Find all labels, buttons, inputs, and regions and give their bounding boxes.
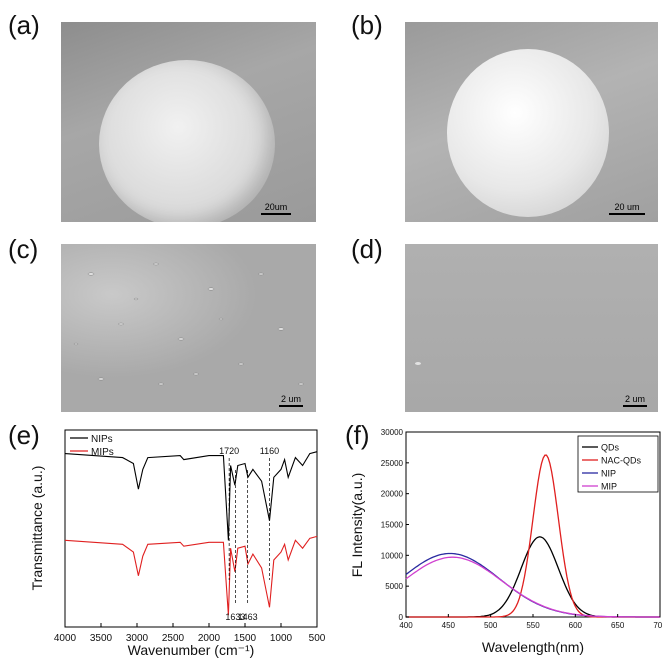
series-line-mips	[64, 535, 318, 616]
annotation-label-1463: 1463	[238, 612, 258, 622]
x-tick-label: 1500	[234, 633, 257, 644]
scale-bar-b: 20 um	[609, 202, 645, 215]
x-tick-label: 3000	[126, 633, 149, 644]
chart-e-legend: NIPs MIPs	[70, 434, 114, 458]
legend-label-nac-qds: NAC-QDs	[601, 456, 641, 466]
panel-label-e: (e)	[8, 420, 40, 450]
y-tick-label: 30000	[381, 428, 404, 437]
y-tick-label: 5000	[385, 582, 403, 591]
x-tick-label: 400	[399, 621, 413, 630]
legend-box	[577, 435, 659, 493]
scale-bar-a: 20um	[261, 202, 291, 215]
x-tick-label: 650	[611, 621, 625, 630]
panel-label-b: (b)	[351, 10, 383, 40]
x-tick-label: 600	[569, 621, 583, 630]
legend-label-nip: NIP	[601, 469, 616, 479]
legend-label-nips: NIPs	[91, 434, 113, 445]
chart-f-legend: QDs NAC-QDs NIP MIP	[577, 435, 659, 493]
x-tick-label: 1000	[270, 633, 293, 644]
scale-bar-d: 2 um	[623, 394, 647, 407]
y-tick-label: 15000	[381, 521, 404, 530]
series-line-qds	[406, 536, 660, 618]
x-tick-label: 2500	[162, 633, 185, 644]
x-tick-label: 2000	[198, 633, 221, 644]
chart-e-ylabel: Transmittance (a.u.)	[29, 466, 45, 591]
y-tick-label: 10000	[381, 551, 404, 560]
legend-label-mip: MIP	[601, 482, 617, 492]
x-tick-label: 500	[484, 621, 498, 630]
panel-label-f: (f)	[345, 420, 370, 450]
legend-label-mips: MIPs	[91, 447, 114, 458]
chart-f-xlabel: Wavelength(nm)	[482, 639, 584, 655]
chart-e-frame	[64, 429, 318, 628]
x-tick-label: 450	[442, 621, 456, 630]
annotation-label-1160: 1160	[260, 446, 279, 456]
y-tick-label: 20000	[381, 490, 404, 499]
scale-bar-c: 2 um	[279, 394, 303, 407]
series-line-mip	[405, 556, 660, 618]
panel-label-a: (a)	[8, 10, 40, 40]
x-tick-label: 4000	[54, 633, 77, 644]
surface-particle	[415, 362, 421, 365]
x-tick-label: 3500	[90, 633, 113, 644]
y-tick-label: 25000	[381, 459, 404, 468]
annotation-label-1720: 1720	[219, 446, 239, 456]
legend-label-qds: QDs	[601, 443, 620, 453]
sem-image-c: 2 um	[61, 244, 316, 412]
x-tick-label: 500	[309, 633, 326, 644]
chart-f-ylabel: FL Intensity(a.u.)	[349, 473, 365, 578]
microsphere-rough	[99, 60, 275, 222]
y-tick-label: 0	[399, 613, 404, 622]
panel-label-d: (d)	[351, 234, 383, 264]
annotation-label-1633: 1633	[225, 612, 245, 622]
sem-image-a: 20um	[61, 22, 316, 222]
x-tick-label: 550	[526, 621, 540, 630]
panel-label-c: (c)	[8, 234, 39, 264]
fluorescence-chart: 400 450 500 550 600 650 700 0 5000 10000 15000 2000…	[349, 428, 662, 655]
x-tick-label: 700	[653, 621, 662, 630]
sem-image-d: 2 um	[405, 244, 658, 412]
series-line-nip	[405, 552, 660, 618]
surface-particles	[73, 262, 304, 386]
sem-image-b: 20 um	[405, 22, 658, 222]
series-line-nips	[64, 451, 318, 541]
microsphere-smooth	[447, 49, 609, 217]
chart-e-xlabel: Wavenumber (cm⁻¹)	[128, 642, 255, 658]
